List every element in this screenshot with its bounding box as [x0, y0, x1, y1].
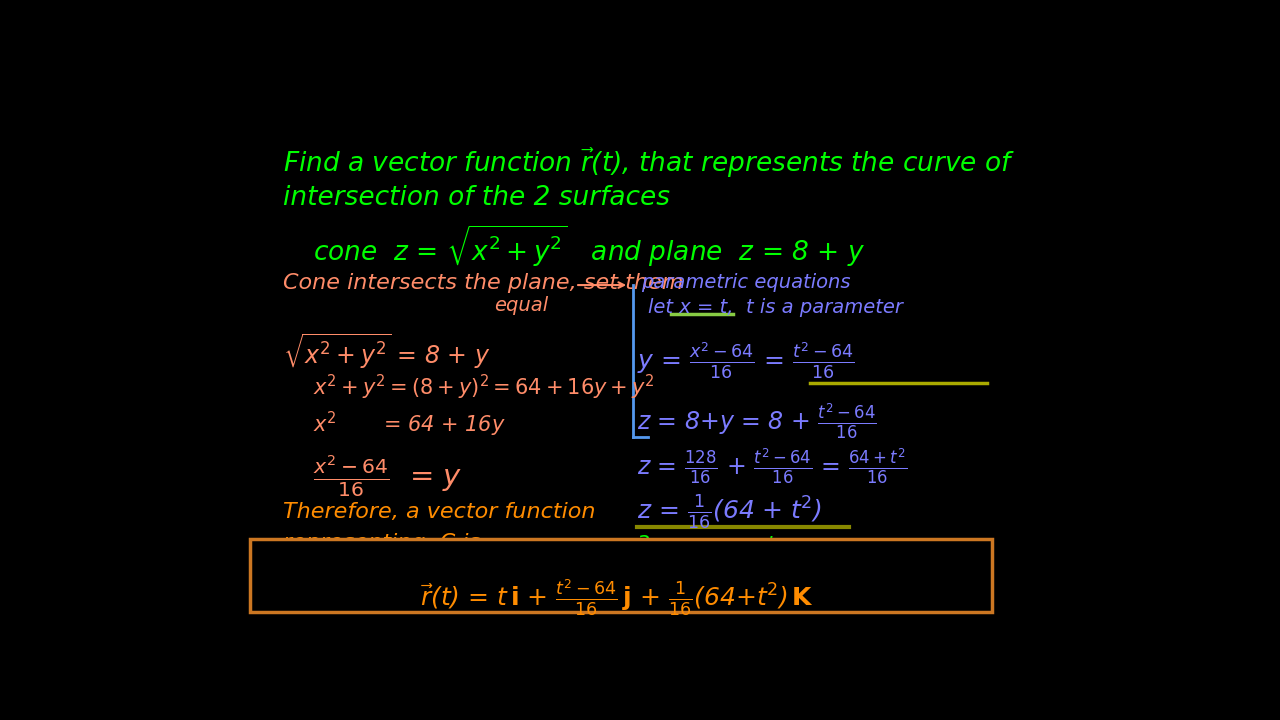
Text: representing  C is: representing C is: [283, 533, 480, 553]
Text: $x^2$       = 64 + 16y: $x^2$ = 64 + 16y: [314, 410, 506, 439]
Text: z = $\frac{1}{16}$(64 + t$^2$): z = $\frac{1}{16}$(64 + t$^2$): [636, 493, 822, 531]
Text: z = 8+y = 8 + $\frac{t^2-64}{16}$: z = 8+y = 8 + $\frac{t^2-64}{16}$: [636, 402, 877, 442]
Text: Cone intersects the plane, set them: Cone intersects the plane, set them: [283, 273, 684, 293]
Text: $\sqrt{x^2+y^2}$ = 8 + y: $\sqrt{x^2+y^2}$ = 8 + y: [283, 331, 490, 372]
Text: parametric equations: parametric equations: [640, 273, 850, 292]
Text: $x^2+y^2 = (8+y)^2 = 64+16y+y^2$: $x^2+y^2 = (8+y)^2 = 64+16y+y^2$: [314, 373, 655, 402]
FancyBboxPatch shape: [250, 539, 992, 611]
Text: intersection of the 2 surfaces: intersection of the 2 surfaces: [283, 185, 669, 211]
Text: Therefore, a vector function: Therefore, a vector function: [283, 503, 595, 522]
Text: let x = t,  t is a parameter: let x = t, t is a parameter: [648, 298, 904, 317]
Text: z = $\frac{128}{16}$ + $\frac{t^2-64}{16}$ = $\frac{64+t^2}{16}$: z = $\frac{128}{16}$ + $\frac{t^2-64}{16…: [636, 446, 906, 487]
Text: Find a vector function $\vec{r}$(t), that represents the curve of: Find a vector function $\vec{r}$(t), tha…: [283, 146, 1015, 180]
Text: $\vec{r}$(t) = t$\,\mathbf{i}$ + $\frac{t^2-64}{16}$$\,\mathbf{j}$ + $\frac{1}{1: $\vec{r}$(t) = t$\,\mathbf{i}$ + $\frac{…: [420, 577, 814, 618]
Text: 3 components  x, y, z: 3 components x, y, z: [636, 534, 859, 554]
Text: $\frac{x^2-64}{16}$  = y: $\frac{x^2-64}{16}$ = y: [314, 453, 463, 499]
Text: y = $\frac{x^2-64}{16}$ = $\frac{t^2-64}{16}$: y = $\frac{x^2-64}{16}$ = $\frac{t^2-64}…: [636, 341, 854, 381]
Text: cone  z = $\sqrt{x^2+y^2}$   and plane  z = 8 + y: cone z = $\sqrt{x^2+y^2}$ and plane z = …: [314, 223, 865, 269]
Text: equal: equal: [494, 296, 548, 315]
